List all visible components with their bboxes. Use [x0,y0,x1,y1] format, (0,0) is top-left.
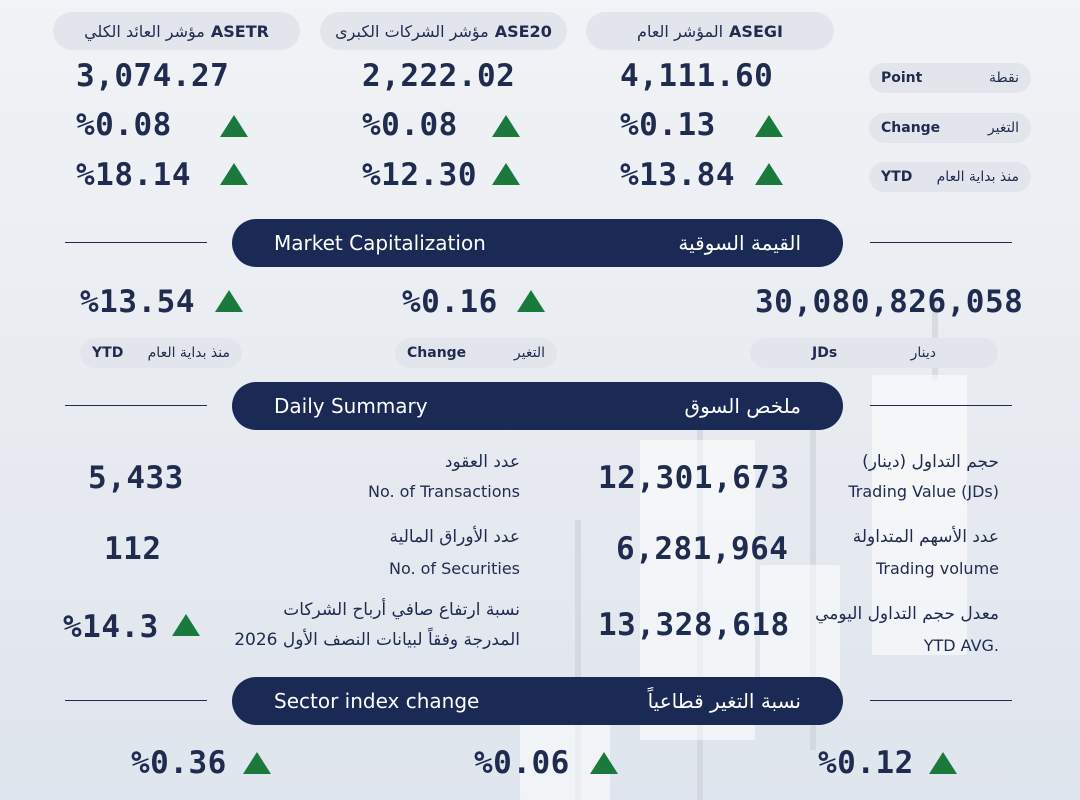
up-triangle-icon [590,752,618,774]
securities-label-en: No. of Securities [388,559,520,578]
ase20-ytd: %12.30 [362,157,477,193]
asegi-point: 4,111.60 [620,58,774,94]
up-triangle-icon [755,115,783,137]
up-triangle-icon [172,614,200,636]
transactions-label-en: No. of Transactions [367,482,520,501]
ytd-avg-label-ar: معدل حجم التداول اليومي [815,604,999,624]
market-cap-change: %0.16 [402,284,498,320]
ase20-change: %0.08 [362,107,458,143]
sector-value-3: %0.36 [131,745,227,781]
trading-volume-label-en: Trading volume [875,559,999,578]
asegi-ytd: %13.84 [620,157,735,193]
row-label-ytd: YTD منذ بداية العام [869,162,1031,192]
up-triangle-icon [243,752,271,774]
transactions: 5,433 [88,460,184,496]
divider-line [870,405,1012,406]
profits-label-line1: نسبة ارتفاع صافي أرباح الشركات [283,600,520,620]
asetr-change: %0.08 [76,107,172,143]
up-triangle-icon [929,752,957,774]
divider-line [65,242,207,243]
up-triangle-icon [215,290,243,312]
market-cap-ytd-label: YTD منذ بداية العام [80,338,242,368]
market-cap-value: 30,080,826,058 [755,284,1024,320]
up-triangle-icon [220,163,248,185]
trading-volume-label-ar: عدد الأسهم المتداولة [852,527,999,547]
divider-line [65,405,207,406]
index-header-ase20: مؤشر الشركات الكبرى ASE20 [320,12,567,50]
up-triangle-icon [517,290,545,312]
asetr-ytd: %18.14 [76,157,191,193]
up-triangle-icon [492,115,520,137]
sector-value-2: %0.06 [474,745,570,781]
trading-value-label-ar: حجم التداول (دينار) [862,452,999,472]
profits-label-line2: المدرجة وفقاً لبيانات النصف الأول 2026 [234,630,520,650]
sector-band: Sector index change نسبة التغير قطاعياً [232,677,843,725]
securities: 112 [104,531,162,567]
market-cap-unit: JDs دينار [750,338,998,368]
trading-volume: 6,281,964 [616,531,789,567]
market-cap-change-label: Change التغير [395,338,557,368]
row-label-point: Point نقطة [869,63,1031,93]
up-triangle-icon [492,163,520,185]
asetr-point: 3,074.27 [76,58,230,94]
securities-label-ar: عدد الأوراق المالية [389,527,520,547]
profits-value: %14.3 [63,609,159,645]
index-header-asetr: مؤشر العائد الكلي ASETR [53,12,300,50]
up-triangle-icon [755,163,783,185]
ytd-avg-label-en: YTD AVG. [923,636,999,655]
ase20-point: 2,222.02 [362,58,516,94]
transactions-label-ar: عدد العقود [444,452,520,472]
ytd-avg: 13,328,618 [598,607,790,643]
daily-summary-band: Daily Summary ملخص السوق [232,382,843,430]
index-header-asegi: المؤشر العام ASEGI [586,12,834,50]
row-label-change: Change التغير [869,113,1031,143]
market-cap-band: Market Capitalization القيمة السوقية [232,219,843,267]
market-cap-ytd: %13.54 [80,284,195,320]
trading-value-label-en: Trading Value (JDs) [848,482,999,501]
up-triangle-icon [220,115,248,137]
asegi-change: %0.13 [620,107,716,143]
sector-value-1: %0.12 [818,745,914,781]
divider-line [870,700,1012,701]
divider-line [65,700,207,701]
trading-value: 12,301,673 [598,460,790,496]
divider-line [870,242,1012,243]
